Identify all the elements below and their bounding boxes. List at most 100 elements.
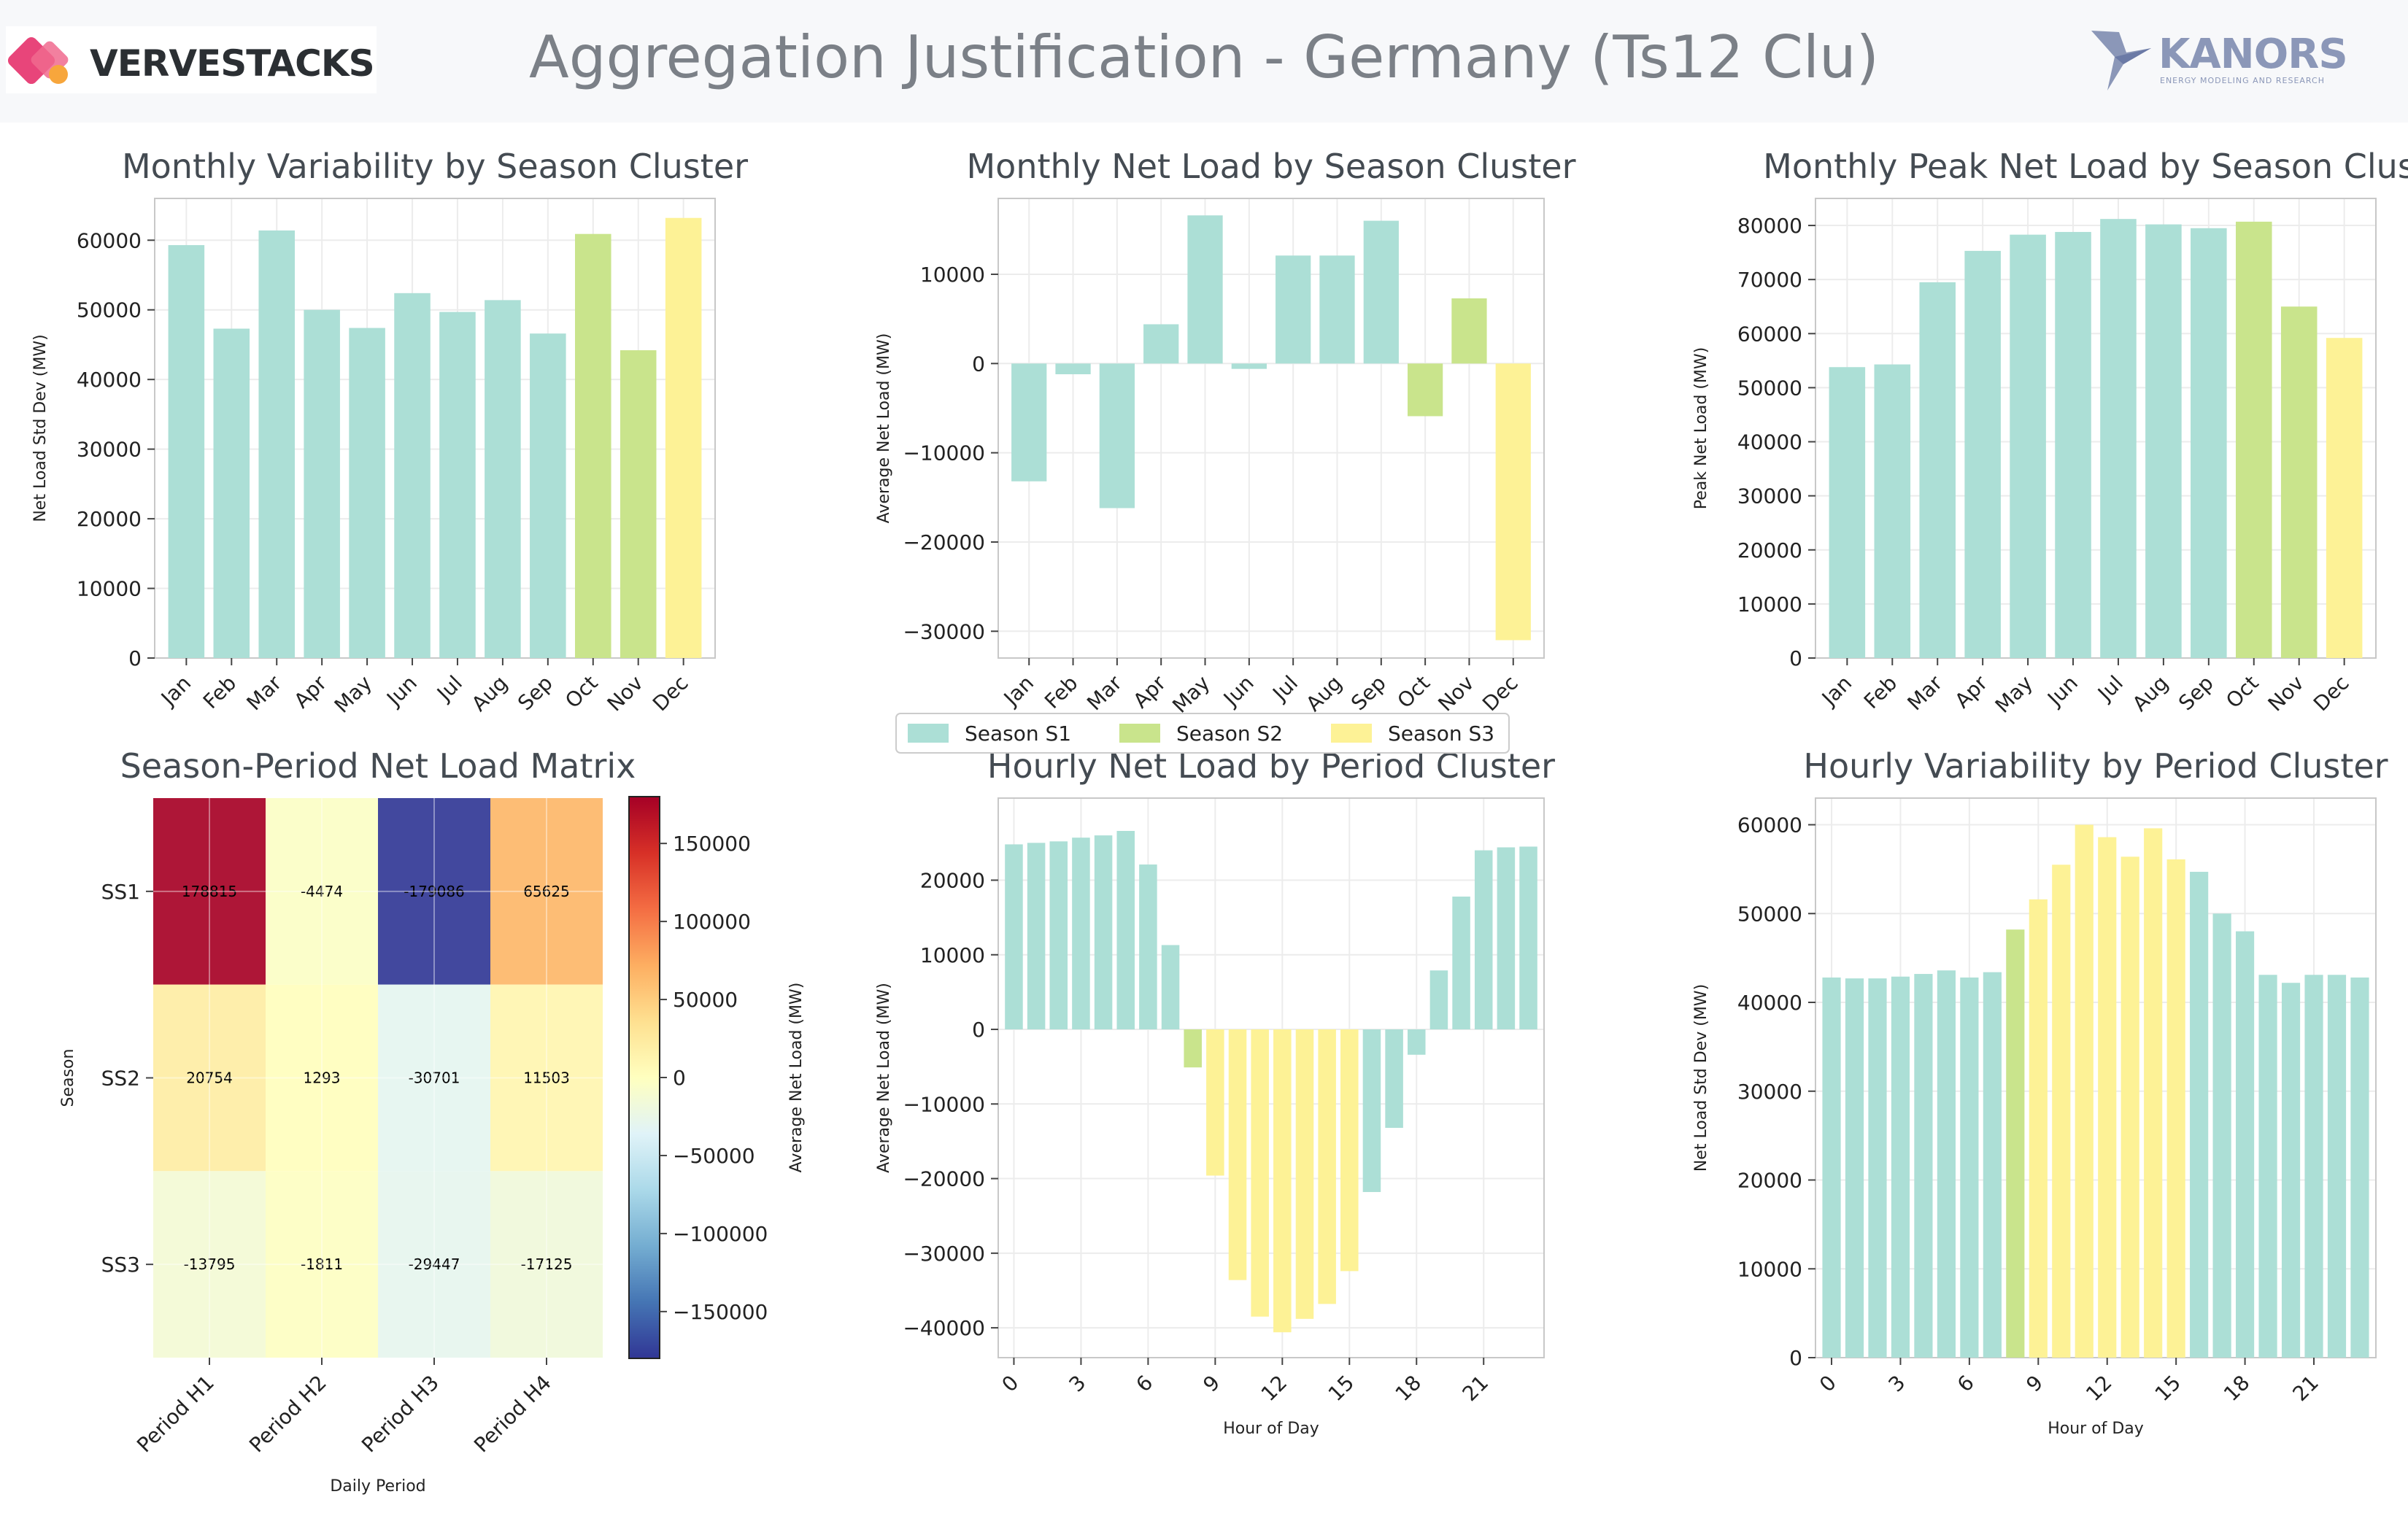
x-tick-label: Feb [1859, 671, 1902, 713]
bar [1273, 1029, 1292, 1333]
heatmap-cell [378, 1171, 490, 1358]
colorbar-tick-label: −50000 [673, 1144, 755, 1168]
bar [2258, 975, 2277, 1358]
bar [1964, 250, 2001, 658]
bar [1049, 841, 1068, 1030]
bar [2029, 899, 2048, 1358]
bar [304, 309, 340, 658]
colorbar-tick-label: 50000 [673, 988, 738, 1012]
bar [2350, 977, 2369, 1358]
bar [2075, 824, 2094, 1358]
x-tick-label: Oct [2221, 671, 2264, 713]
bar [349, 328, 385, 658]
x-tick-label: 6 [1953, 1371, 1979, 1397]
bar [2236, 221, 2272, 658]
bar [1161, 945, 1180, 1030]
bar [2144, 828, 2163, 1358]
bar [2326, 338, 2363, 658]
x-tick-label: 6 [1131, 1371, 1157, 1397]
y-tick-label: 0 [128, 646, 142, 670]
bar [1143, 324, 1179, 364]
x-tick-label: Sep [2174, 671, 2218, 716]
colorbar-tick-label: 100000 [673, 910, 751, 934]
bar [1495, 363, 1531, 641]
y-tick-label: 10000 [920, 263, 985, 287]
bar [2191, 228, 2227, 658]
bar [1184, 1029, 1202, 1068]
legend-swatch [1119, 724, 1160, 743]
x-tick-label: 0 [997, 1371, 1023, 1397]
x-tick-label: Aug [467, 671, 512, 716]
heatmap-cell-label: -1811 [301, 1256, 343, 1273]
bar [394, 293, 431, 658]
bar [665, 217, 702, 658]
x-tick-label: May [1168, 671, 1214, 718]
x-tick-label: Jul [2092, 671, 2128, 707]
y-tick-label: 30000 [1737, 484, 1802, 508]
heatmap-cell-label: -29447 [409, 1256, 460, 1273]
bar [1295, 1029, 1314, 1319]
legend: Season S1 Season S2 Season S3 [895, 713, 1510, 754]
y-tick-label: 0 [1789, 646, 1802, 670]
x-tick-label: Aug [2128, 671, 2173, 716]
chart-monthly_variability: 0 10000 20000 30000 40000 50000 60000 Jan Feb Mar… [31, 147, 748, 718]
bar [258, 230, 295, 659]
chart-hourly_net_load: −40000 −30000 −20000 −10000 0 10000 20000 0 3 6 9 1… [875, 746, 1555, 1438]
x-tick-label: Aug [1301, 671, 1346, 716]
x-axis-label: Hour of Day [1223, 1420, 1319, 1438]
plot-frame [154, 198, 716, 659]
bar [1822, 977, 1841, 1358]
bar [1055, 363, 1091, 374]
bar [1231, 363, 1267, 369]
page-title: Aggregation Justification - Germany (Ts1… [529, 23, 1879, 91]
y-tick-label: SS3 [101, 1253, 140, 1277]
x-tick-label: Nov [1433, 671, 1478, 716]
x-tick-label: Period H1 [132, 1371, 219, 1458]
x-tick-label: 9 [2021, 1371, 2048, 1397]
x-tick-label: May [330, 671, 377, 718]
bar [2304, 975, 2323, 1358]
x-tick-label: Jun [1218, 671, 1259, 712]
y-tick-label: 60000 [77, 228, 142, 252]
y-tick-label: 40000 [1737, 991, 1802, 1015]
legend-label: Season S1 [965, 721, 1071, 746]
x-tick-label: 3 [1064, 1371, 1090, 1397]
bar [213, 328, 250, 658]
y-tick-label: 30000 [77, 438, 142, 462]
y-tick-label: 0 [1789, 1346, 1802, 1370]
heatmap-cell [378, 984, 490, 1172]
heatmap-cell [266, 798, 378, 985]
chart-title: Season-Period Net Load Matrix [120, 746, 636, 786]
vervestacks-logo: VERVESTACKS [6, 26, 377, 93]
brand-right-tagline: ENERGY MODELING AND RESEARCH [2160, 76, 2325, 85]
legend-frame [895, 713, 1510, 754]
bar [1868, 978, 1887, 1358]
bar [2280, 306, 2318, 658]
y-tick-label: SS2 [101, 1067, 140, 1091]
legend-label: Season S3 [1388, 721, 1494, 746]
x-tick-label: Jun [2042, 671, 2083, 712]
legend-label: Season S2 [1176, 721, 1283, 746]
y-tick-label: 0 [972, 352, 985, 376]
x-tick-label: 15 [2150, 1371, 2186, 1407]
bar [1027, 843, 1046, 1030]
y-tick-label: 40000 [77, 368, 142, 392]
y-tick-label: 20000 [920, 868, 985, 892]
bar [168, 244, 205, 658]
bar [2052, 864, 2071, 1358]
y-tick-label: 10000 [1737, 592, 1802, 616]
y-tick-label: 50000 [77, 298, 142, 322]
bar [1318, 1029, 1336, 1304]
kanors-logo: KANORS ENERGY MODELING AND RESEARCH [2085, 28, 2363, 93]
chart-season_period_matrix: 178815 -4474 -179086 65625 20754 1293 -30701 11… [59, 746, 806, 1496]
heatmap-cell-label: -17125 [521, 1256, 573, 1273]
x-tick-label: 12 [1257, 1371, 1292, 1407]
plot-frame [997, 198, 1545, 659]
colorbar-label: Average Net Load (MW) [787, 983, 806, 1173]
x-tick-label: Dec [2309, 671, 2354, 716]
x-tick-label: Nov [603, 671, 648, 716]
bar [1919, 282, 1956, 659]
heatmap-cell [378, 798, 490, 985]
bar [2327, 975, 2347, 1358]
